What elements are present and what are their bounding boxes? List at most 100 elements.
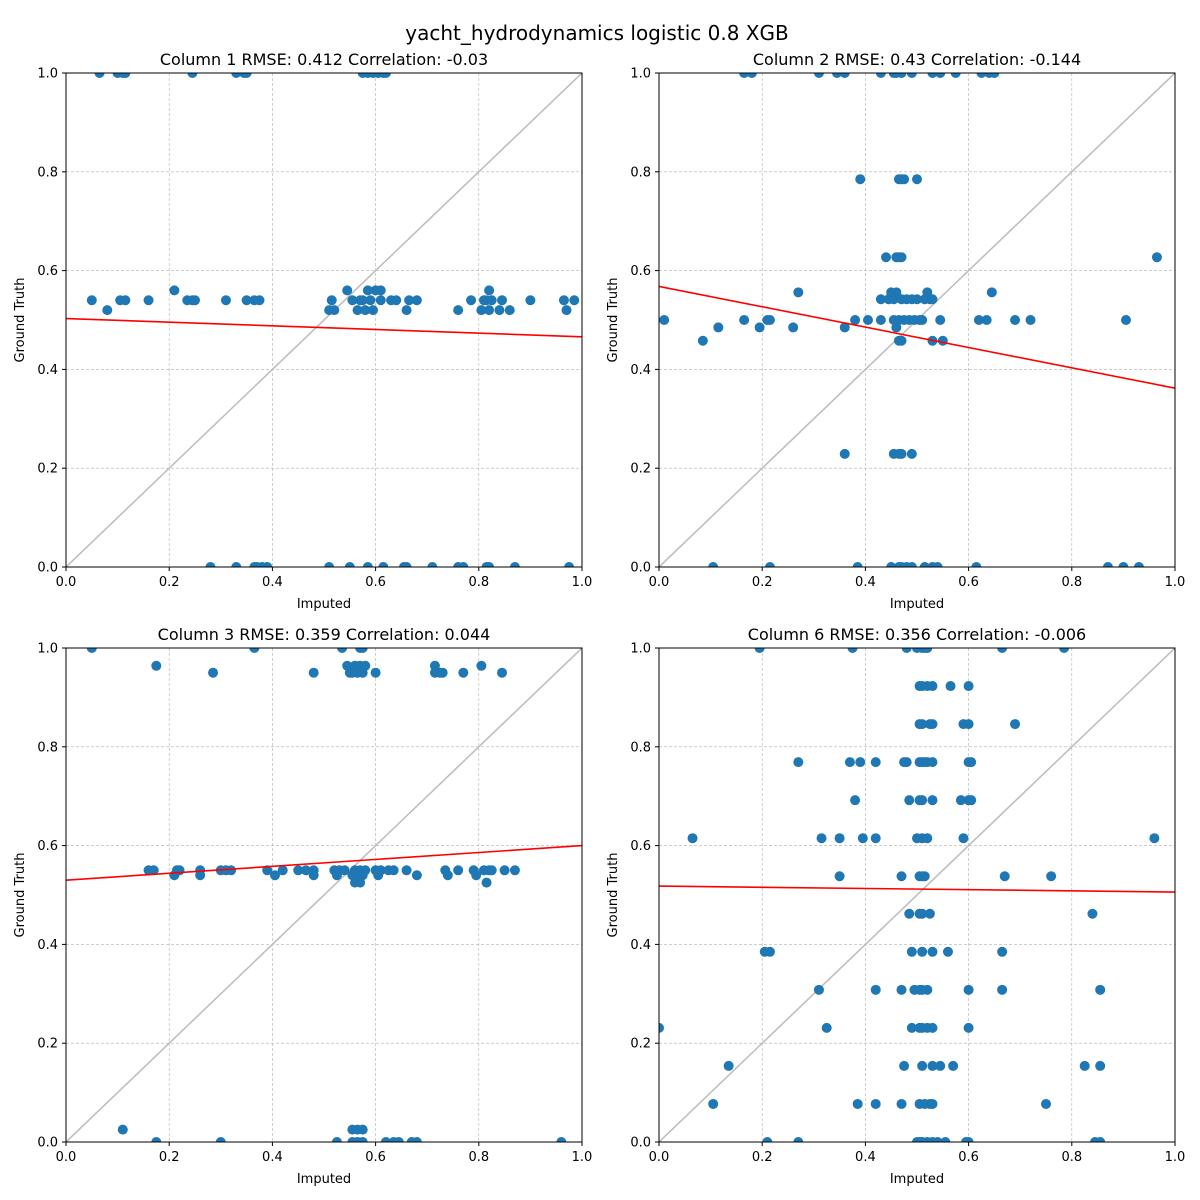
panel-4-point (963, 719, 974, 730)
panel-4-point (852, 1098, 863, 1109)
panel-1-xtick-label: 1.0 (572, 575, 593, 590)
panel-4-point (764, 946, 775, 957)
panel-2-point (891, 287, 902, 298)
panel-4-point (966, 757, 977, 768)
panel-2-point (899, 174, 910, 185)
panel-2-point (852, 562, 863, 567)
panel-4-points (659, 648, 1160, 1142)
panel-2-xtick-label: 1.0 (1165, 575, 1186, 590)
panel-4-point (901, 757, 912, 768)
panel-1-point (342, 285, 353, 296)
panel-1-point (120, 73, 131, 78)
panel-4-point (963, 984, 974, 995)
panel-4-point (1095, 1137, 1106, 1142)
panel-1-point (509, 562, 520, 567)
panel-2-point (659, 315, 670, 325)
panel-3-point (357, 1137, 368, 1142)
panel-3-point (331, 1137, 342, 1142)
panel-2-xtick-label: 0.6 (958, 575, 979, 590)
panel-4-point (1149, 833, 1160, 844)
panel-1-point (486, 295, 497, 306)
panel-4-point (997, 648, 1008, 653)
panel-1-point (231, 562, 242, 567)
panel-2-point (912, 174, 922, 185)
panel-2-point (906, 562, 917, 567)
panel-4-point (922, 648, 933, 653)
panel-4-xtick-label: 1.0 (1165, 1150, 1186, 1165)
panel-1-point (120, 295, 131, 306)
panel-4-ytick-label: 0.4 (630, 938, 651, 953)
panel-4-point (940, 1137, 951, 1142)
panel-3-point (370, 667, 381, 678)
panel-2-point (927, 294, 938, 305)
panel-4-point (834, 871, 845, 882)
panel-2-point (1102, 562, 1113, 567)
figure-title: yacht_hydrodynamics logistic 0.8 XGB (405, 21, 788, 45)
panel-2-point (937, 335, 948, 346)
panel-2-point (989, 73, 1000, 78)
panel-2-xtick-label: 0.0 (649, 575, 670, 590)
panel-4-xlabel: Imputed (890, 1172, 944, 1187)
panel-2-point (1151, 252, 1162, 263)
panel-1-ytick-label: 0.0 (37, 561, 58, 576)
panel-3-point (308, 667, 319, 678)
panel-2-point (1133, 562, 1144, 567)
panel-4-frame (658, 647, 1176, 1143)
panel-4-point (1059, 648, 1070, 653)
panel-3-point (393, 1137, 404, 1142)
panel-1-ylabel: Ground Truth (13, 278, 28, 363)
panel-4-point (708, 1098, 719, 1109)
panel-3: 0.0 0.2 0.4 0.6 0.8 1.0 0.0 0.2 0.4 0.6 0.8 1.0 Colu… (13, 625, 592, 1187)
panel-2-ytick-label: 0.8 (630, 165, 651, 180)
panel-2-point (973, 315, 984, 325)
panel-1-point (558, 295, 569, 306)
panel-1: 0.0 0.2 0.4 0.6 0.8 1.0 0.0 0.2 0.4 0.6 0.8 1.0 Colu… (13, 50, 592, 612)
panel-2-point (896, 252, 907, 263)
panel-4-point (917, 1060, 928, 1071)
panel-4-title: Column 6 RMSE: 0.356 Correlation: -0.006 (748, 625, 1086, 644)
panel-4-point (834, 833, 845, 844)
panel-1-ytick-label: 1.0 (37, 67, 58, 82)
panel-1-point (484, 305, 495, 316)
panel-3-ytick-label: 0.6 (37, 839, 58, 854)
panel-2-points (659, 73, 1162, 567)
panel-4-point (904, 795, 915, 806)
panel-4-point (927, 757, 938, 768)
panel-1-xtick-label: 0.6 (365, 575, 386, 590)
panel-3-xtick-label: 0.8 (468, 1150, 489, 1165)
panel-1-point (362, 562, 373, 567)
panel-1-point (411, 295, 422, 306)
panel-2-point (886, 562, 897, 567)
panel-1-xtick-label: 0.4 (262, 575, 283, 590)
panel-1-ytick-label: 0.6 (37, 264, 58, 279)
panel-3-point (262, 865, 273, 876)
panel-1-point (458, 562, 469, 567)
panel-1-point (494, 305, 505, 316)
panel-2-point (739, 315, 750, 325)
panel-3-point (476, 660, 487, 671)
panel-2-ytick-label: 0.4 (630, 363, 651, 378)
panel-1-point (324, 562, 335, 567)
panel-3-point (339, 865, 350, 876)
panel-4-point (927, 719, 938, 730)
panel-1-title: Column 1 RMSE: 0.412 Correlation: -0.03 (160, 50, 488, 69)
panel-3-point (486, 865, 497, 876)
panel-1-point (378, 562, 389, 567)
panel-1-point (525, 295, 536, 306)
panel-4-point (958, 833, 969, 844)
panel-2-point (697, 335, 708, 346)
panel-4-point (997, 946, 1008, 957)
panel-1-point (404, 295, 415, 306)
panel-1-point (391, 295, 402, 306)
panel-3-point (208, 667, 219, 678)
panel-3-ytick-label: 0.4 (37, 938, 58, 953)
panel-3-point (308, 870, 319, 881)
panel-4-point (896, 1098, 907, 1109)
panel-3-xtick-label: 0.6 (365, 1150, 386, 1165)
panel-3-xtick-label: 1.0 (572, 1150, 593, 1165)
panel-4-point (1079, 1060, 1090, 1071)
panel-1-point (143, 295, 154, 306)
panel-4-point (922, 833, 933, 844)
panel-3-point (481, 877, 492, 888)
panel-4-point (659, 1022, 664, 1033)
